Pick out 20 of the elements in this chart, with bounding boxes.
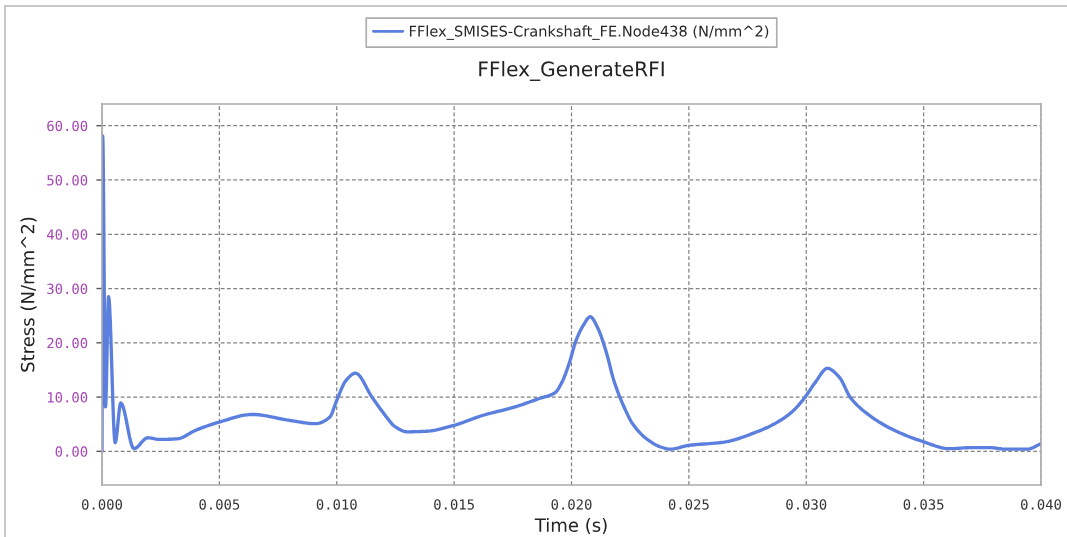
chart-title: FFlex_GenerateRFI bbox=[479, 60, 664, 81]
x-tick-label: 0.040 bbox=[1021, 499, 1061, 510]
x-tick-label: 0.005 bbox=[199, 499, 240, 510]
y-tick-label: 40.00 bbox=[47, 229, 88, 240]
x-tick-label: 0.015 bbox=[434, 499, 474, 510]
y-tick-label: 0.00 bbox=[55, 446, 88, 457]
x-tick-label: 0.035 bbox=[903, 499, 944, 510]
x-tick-label: 0.010 bbox=[316, 499, 357, 510]
x-tick-label: 0.030 bbox=[786, 499, 827, 510]
x-tick-label: 0.025 bbox=[668, 499, 709, 510]
x-axis-title: Time (s) bbox=[534, 517, 607, 535]
y-axis-title: Stress (N/mm^2) bbox=[20, 217, 37, 372]
y-tick-label: 60.00 bbox=[47, 120, 88, 132]
legend-label: FFlex_SMISES-Crankshaft_FE.Node438 (N/mm^2) bbox=[409, 25, 769, 40]
x-tick-label: 0.000 bbox=[82, 499, 122, 510]
y-tick-label: 20.00 bbox=[47, 337, 88, 349]
y-tick-label: 10.00 bbox=[47, 392, 88, 403]
x-tick-label: 0.020 bbox=[551, 499, 592, 510]
y-tick-label: 30.00 bbox=[47, 283, 88, 295]
y-tick-label: 50.00 bbox=[47, 174, 88, 186]
